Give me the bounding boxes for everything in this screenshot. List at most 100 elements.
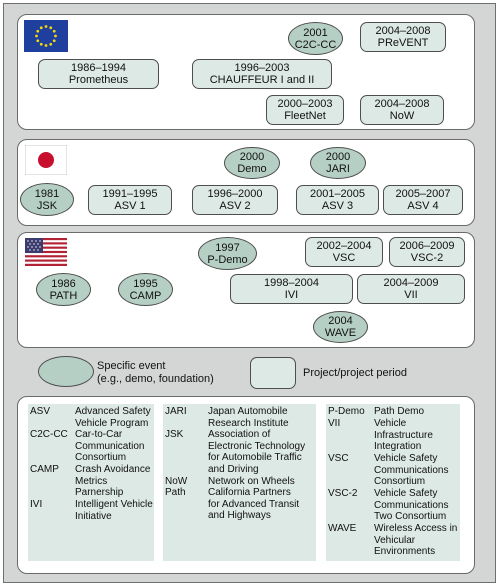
project-years: 2004–2009 <box>383 277 439 289</box>
jp-2000-demo-event: 2000 Demo <box>224 147 280 179</box>
glossary-definition: Association of Electronic Technology for… <box>208 429 306 475</box>
us-1997-p-demo-event: 1997 P-Demo <box>198 237 257 270</box>
event-year: 1981 <box>34 187 60 200</box>
glossary-definition: Vehicle Safety Communications Consortium <box>374 453 449 488</box>
glossary-definition: Wireless Access in Vehicular Environment… <box>374 523 458 558</box>
glossary-column-1-shade <box>28 404 154 561</box>
project-name: VII <box>404 289 418 301</box>
legend-event-line-2: (e.g., demo, foundation) <box>97 372 214 385</box>
event-year: 2000 <box>325 151 351 163</box>
eu-2004-2008-now-project: 2004–2008 NoW <box>360 95 444 125</box>
glossary-abbr: VSC-2 <box>328 488 358 499</box>
project-name: Prometheus <box>68 74 129 86</box>
project-years: 2000–2003 <box>277 98 333 110</box>
event-year: 2001 <box>303 26 328 39</box>
event-year: 2004 <box>328 315 353 327</box>
glossary-definition: California Partners for Advanced Transit… <box>208 487 300 522</box>
glossary-abbr: Path <box>165 487 186 498</box>
glossary-definition: Vehicle Safety Communications Two Consor… <box>374 488 449 523</box>
project-name: ASV 1 <box>114 200 146 212</box>
legend-project-swatch <box>250 357 296 389</box>
eu-1986-1994-prometheus-project: 1986–1994 Prometheus <box>38 59 159 89</box>
us-2002-2004-vsc-project: 2002–2004 VSC <box>305 237 383 267</box>
eu-2004-2008-prevent-project: 2004–2008 PReVENT <box>360 22 446 52</box>
us-2004-wave-event: 2004 WAVE <box>313 311 368 343</box>
jp-2005-2007-asv4-project: 2005–2007 ASV 4 <box>383 185 463 215</box>
jp-1991-1995-asv1-project: 1991–1995 ASV 1 <box>88 185 172 215</box>
project-years: 1991–1995 <box>102 188 158 200</box>
jp-2001-2005-asv3-project: 2001–2005 ASV 3 <box>296 185 379 215</box>
eu-2000-2003-fleetnet-project: 2000–2003 FleetNet <box>266 95 344 125</box>
jp-1981-jsk-event: 1981 JSK <box>20 183 74 216</box>
us-1986-path-event: 1986 PATH <box>36 273 91 306</box>
eu-flag-icon <box>24 20 68 52</box>
legend-project-label: Project/project period <box>303 367 407 379</box>
glossary-abbr: ASV <box>30 406 51 417</box>
project-years: 1996–2003 <box>234 62 290 74</box>
glossary-abbr: C2C-CC <box>30 429 68 440</box>
glossary-abbr: CAMP <box>30 464 59 475</box>
glossary-abbr: VSC <box>328 453 349 464</box>
project-name: PReVENT <box>377 37 429 49</box>
project-name: CHAUFFEUR I and II <box>209 74 315 86</box>
project-name: NoW <box>389 110 415 122</box>
project-years: 1986–1994 <box>70 62 127 74</box>
us-1998-2004-ivi-project: 1998–2004 IVI <box>230 274 353 304</box>
jp-1996-2000-asv2-project: 1996–2000 ASV 2 <box>192 185 278 215</box>
glossary-definition: Advanced Safety Vehicle Program <box>75 406 151 429</box>
event-name: JSK <box>36 199 58 212</box>
event-year: 1995 <box>133 277 158 290</box>
event-name: WAVE <box>324 327 357 339</box>
glossary-definition: Intelligent Vehicle Initiative <box>75 499 153 522</box>
eu-2001-c2c-cc-event: 2001 C2C-CC <box>288 22 343 55</box>
project-years: 2004–2008 <box>375 25 431 37</box>
project-years: 1996–2000 <box>207 188 263 200</box>
glossary-column-2-shade <box>163 404 316 561</box>
event-year: 2000 <box>239 151 265 163</box>
event-name: P-Demo <box>207 253 248 266</box>
project-name: VSC <box>332 252 356 264</box>
us-2006-2009-vsc2-project: 2006–2009 VSC-2 <box>389 237 465 267</box>
glossary-definition: Crash Avoidance Metrics Parnership <box>75 464 151 499</box>
event-year: 1986 <box>51 277 76 290</box>
project-name: ASV 3 <box>321 200 354 212</box>
glossary-definition: Car-to-Car Communication Consortium <box>75 429 145 464</box>
glossary-column-3-shade <box>326 404 460 561</box>
legend-event-label: Specific event (e.g., demo, foundation) <box>97 360 214 385</box>
glossary-definition: Network on Wheels <box>208 476 295 487</box>
us-2004-2009-vii-project: 2004–2009 VII <box>357 274 465 304</box>
project-name: FleetNet <box>284 110 326 122</box>
project-years: 1998–2004 <box>263 277 320 289</box>
event-name: CAMP <box>129 289 162 302</box>
event-name: C2C-CC <box>294 38 337 51</box>
project-years: 2006–2009 <box>399 240 455 252</box>
glossary-abbr: JARI <box>165 406 187 417</box>
glossary-abbr: VII <box>328 418 341 429</box>
project-years: 2002–2004 <box>316 240 372 252</box>
event-name: Demo <box>237 163 267 175</box>
project-years: 2005–2007 <box>395 188 451 200</box>
event-name: JARI <box>326 163 350 175</box>
glossary-abbr: P-Demo <box>328 406 365 417</box>
eu-1996-2003-chauffeur-project: 1996–2003 CHAUFFEUR I and II <box>192 59 332 89</box>
project-name: IVI <box>284 289 299 301</box>
japan-flag-icon <box>25 145 67 175</box>
usa-flag-icon <box>25 238 67 266</box>
project-name: ASV 2 <box>219 200 251 212</box>
glossary-definition: Vehicle Infrastructure Integration <box>374 418 433 453</box>
glossary-abbr: JSK <box>165 429 184 440</box>
glossary-abbr: WAVE <box>328 523 357 534</box>
glossary-definition: Path Demo <box>374 406 425 417</box>
jp-2000-jari-event: 2000 JARI <box>310 147 366 179</box>
glossary-abbr: IVI <box>30 499 43 510</box>
project-name: ASV 4 <box>407 200 439 212</box>
project-years: 2004–2008 <box>374 98 430 110</box>
event-year: 1997 <box>215 241 240 254</box>
glossary-definition: Japan Automobile Research Institute <box>208 406 289 429</box>
event-name: PATH <box>49 289 78 302</box>
glossary-abbr: NoW <box>165 476 188 487</box>
project-name: VSC-2 <box>410 252 444 264</box>
legend-event-line-1: Specific event <box>97 360 166 372</box>
legend-event-swatch <box>38 356 94 387</box>
project-years: 2001–2005 <box>309 188 366 200</box>
